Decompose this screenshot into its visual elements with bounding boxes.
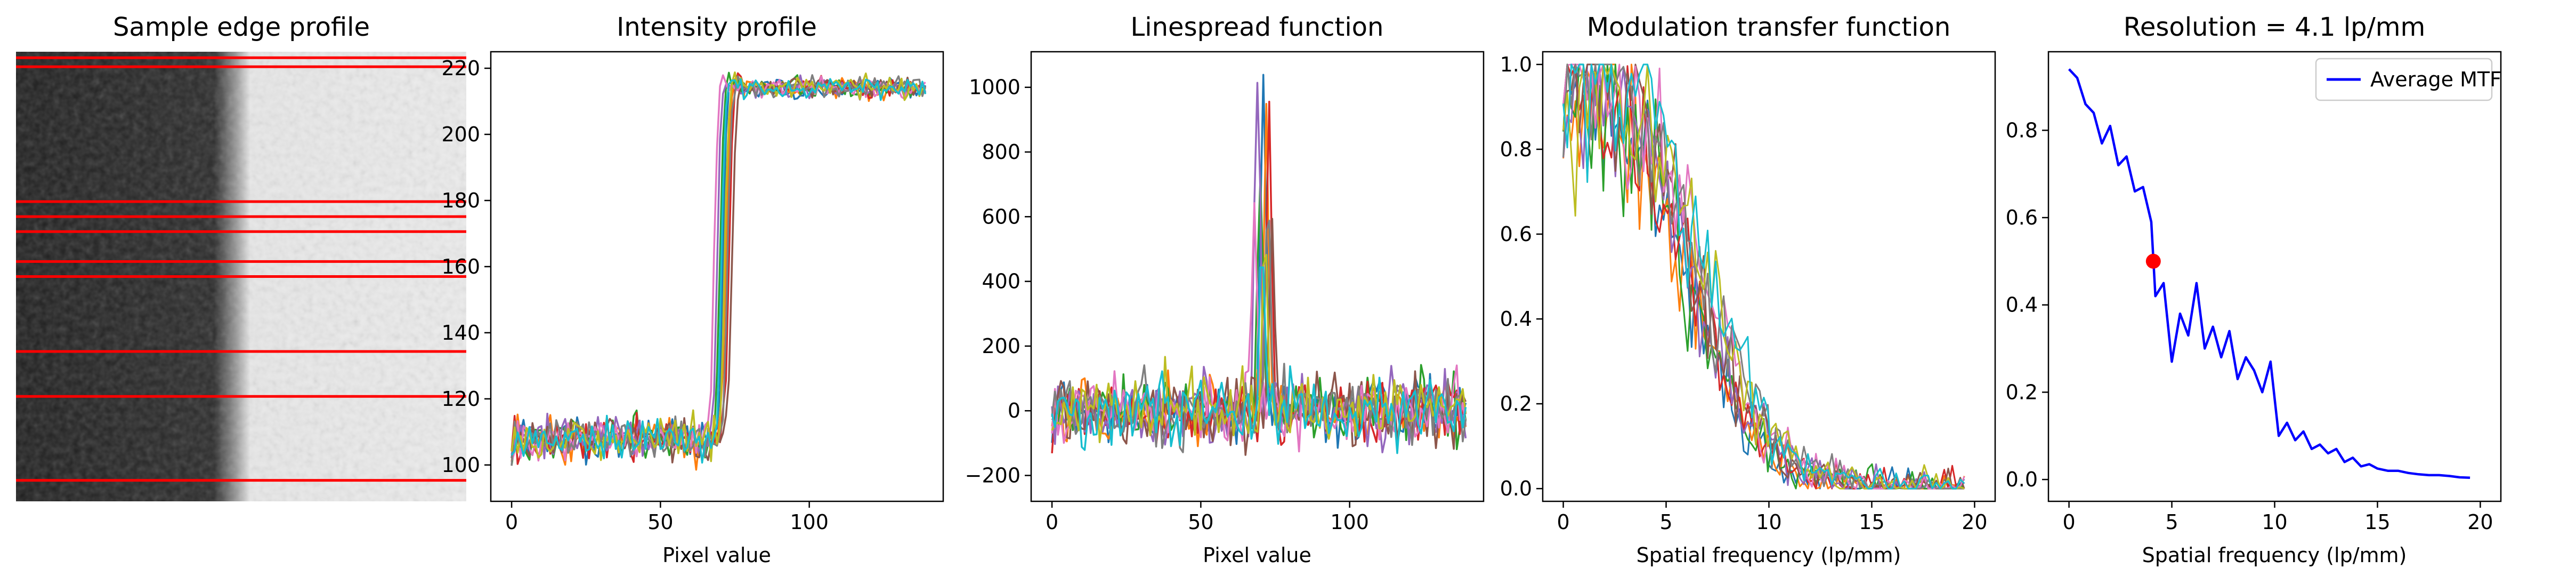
xtick-label: 15 [1859, 510, 1884, 534]
ytick-label: 0.6 [2006, 206, 2038, 229]
intensity-ticks: 0 50 100 100 120 140 160 180 200 220 [441, 57, 828, 534]
panel-title-resolution: Resolution = 4.1 lp/mm [2124, 12, 2426, 42]
xtick-label: 0 [1557, 510, 1569, 534]
ytick-label: 0 [1008, 399, 1020, 422]
xlabel-linespread: Pixel value [1203, 543, 1311, 567]
panel-edge-image: Sample edge profile [16, 12, 466, 501]
ytick-label: 600 [982, 205, 1020, 228]
ytick-label: 0.0 [1500, 477, 1532, 500]
axes-frame-resolution [2047, 51, 2502, 502]
ytick-label: 1000 [969, 76, 1020, 99]
panel-mtf: Modulation transfer function 0 5 10 15 20 0.0… [1500, 12, 1996, 567]
ytick-label: 180 [441, 189, 480, 212]
linespread-line-9 [1051, 253, 1467, 443]
ytick-label: 220 [441, 57, 480, 80]
resolution-ticks: 0 5 10 15 20 0.0 0.2 0.4 0.6 0.8 [2006, 118, 2493, 534]
ytick-label: 0.2 [2006, 380, 2038, 404]
panel-title-linespread: Linespread function [1131, 12, 1384, 42]
xlabel-resolution: Spatial frequency (lp/mm) [2142, 543, 2407, 567]
xtick-label: 5 [1659, 510, 1672, 534]
xtick-label: 20 [2467, 510, 2493, 534]
xtick-label: 15 [2364, 510, 2390, 534]
legend-box [2315, 58, 2493, 101]
ytick-label: 0.4 [2006, 293, 2038, 317]
ytick-label: 0.8 [1500, 138, 1532, 161]
edge-lines [16, 56, 466, 482]
mtf-line-10 [1562, 63, 1965, 490]
ytick-label: 140 [441, 321, 480, 345]
ytick-label: 200 [441, 123, 480, 146]
ytick-label: 0.0 [2006, 468, 2038, 491]
ytick-label: 0.6 [1500, 222, 1532, 246]
linespread-series [1051, 74, 1467, 456]
xtick-label: 10 [2262, 510, 2287, 534]
xlabel-mtf: Spatial frequency (lp/mm) [1637, 543, 1901, 567]
intensity-line-9 [511, 71, 926, 462]
mtf-line-4 [1562, 63, 1965, 490]
xtick-label: 100 [1330, 510, 1369, 534]
xtick-label: 50 [647, 510, 673, 534]
xtick-label: 100 [790, 510, 829, 534]
ytick-label: 0.4 [1500, 307, 1532, 331]
xlabel-intensity: Pixel value [662, 543, 771, 567]
xtick-label: 10 [1756, 510, 1781, 534]
ytick-label: 800 [982, 140, 1020, 164]
xtick-label: 0 [1046, 510, 1058, 534]
xtick-label: 0 [2062, 510, 2075, 534]
intensity-series [511, 71, 927, 471]
mtf-series [1562, 63, 1965, 490]
average-mtf-line [2068, 68, 2470, 479]
ytick-label: 120 [441, 387, 480, 411]
ytick-label: 160 [441, 255, 480, 278]
ytick-label: 1.0 [1500, 53, 1532, 76]
xtick-label: 20 [1962, 510, 1987, 534]
panel-title-intensity: Intensity profile [617, 12, 817, 42]
panel-intensity-profile: Intensity profile 0 50 100 100 120 140 160 180 2… [441, 12, 944, 567]
mtf-ticks: 0 5 10 15 20 0.0 0.2 0.4 0.6 0.8 1.0 [1500, 53, 1988, 534]
ytick-label: 200 [982, 334, 1020, 358]
ytick-label: 400 [982, 270, 1020, 293]
axes-frame-intensity [490, 51, 944, 502]
xtick-label: 5 [2165, 510, 2178, 534]
intensity-line-10 [511, 78, 927, 464]
axes-frame-linespread [1030, 51, 1485, 502]
ytick-label: 100 [441, 453, 480, 477]
ytick-label: 0.2 [1500, 392, 1532, 415]
xtick-label: 0 [505, 510, 518, 534]
mtf-line-5 [1562, 63, 1965, 490]
panel-resolution: Resolution = 4.1 lp/mm 0 5 10 15 20 0.0 0.2 0.4… [2006, 12, 2502, 567]
panel-title-edge-image: Sample edge profile [113, 12, 370, 42]
xtick-label: 50 [1188, 510, 1213, 534]
ytick-label: −200 [965, 463, 1020, 487]
legend: Average MTF [2315, 58, 2501, 101]
linespread-ticks: 0 50 100 −200 0 200 400 600 800 1000 [965, 76, 1369, 534]
linespread-line-10 [1051, 266, 1467, 454]
resolution-marker [2145, 253, 2161, 269]
panel-title-mtf: Modulation transfer function [1587, 12, 1951, 42]
mtf-line-9 [1562, 63, 1965, 490]
panel-linespread: Linespread function 0 50 100 −200 0 200 400 600… [965, 12, 1485, 567]
average-mtf-series [2068, 68, 2470, 479]
ytick-label: 0.8 [2006, 118, 2038, 142]
legend-label-average-mtf: Average MTF [2370, 68, 2501, 91]
